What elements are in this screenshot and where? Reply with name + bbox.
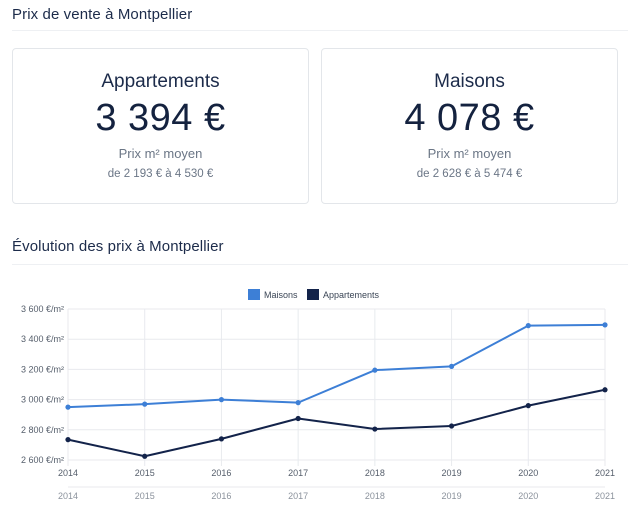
data-point xyxy=(218,436,225,442)
card-houses: Maisons 4 078 € Prix m² moyen de 2 628 €… xyxy=(321,48,618,204)
y-tick-label: 3 600 €/m² xyxy=(21,304,64,314)
card-range: de 2 628 € à 5 474 € xyxy=(416,168,523,180)
data-point xyxy=(218,397,225,403)
y-tick-label: 3 400 €/m² xyxy=(21,334,64,344)
divider xyxy=(12,30,628,31)
y-tick-label: 3 200 €/m² xyxy=(21,364,64,374)
card-price: 4 078 € xyxy=(404,97,535,139)
x-tick-label-secondary: 2018 xyxy=(365,491,385,501)
sale-prices-title: Prix de vente à Montpellier xyxy=(12,6,193,23)
x-tick-label-secondary: 2017 xyxy=(288,491,308,501)
data-point xyxy=(142,401,148,407)
x-tick-label: 2015 xyxy=(135,468,155,478)
data-point xyxy=(295,400,301,406)
x-tick-label: 2016 xyxy=(211,468,231,478)
series-line xyxy=(67,388,606,458)
x-tick-label: 2017 xyxy=(288,468,308,478)
x-tick-label-secondary: 2020 xyxy=(518,491,538,501)
x-tick-label-secondary: 2014 xyxy=(58,491,78,501)
data-point xyxy=(602,322,608,328)
x-tick-label: 2014 xyxy=(58,468,78,478)
y-tick-label: 2 600 €/m² xyxy=(21,455,64,465)
data-point xyxy=(448,423,455,429)
card-subtitle: Prix m² moyen xyxy=(118,146,203,161)
legend-swatch xyxy=(307,289,319,300)
evolution-title: Évolution des prix à Montpellier xyxy=(12,238,224,255)
card-range: de 2 193 € à 4 530 € xyxy=(107,168,214,180)
card-label: Maisons xyxy=(434,71,505,92)
legend-label: Appartements xyxy=(323,290,380,300)
card-price: 3 394 € xyxy=(95,97,226,139)
data-point xyxy=(142,453,148,459)
divider xyxy=(12,264,628,265)
data-point xyxy=(602,387,608,393)
x-tick-label-secondary: 2015 xyxy=(135,491,155,501)
x-tick-label-secondary: 2016 xyxy=(211,491,231,501)
data-point xyxy=(372,367,378,373)
data-point xyxy=(372,426,378,432)
x-tick-label: 2021 xyxy=(595,468,615,478)
y-tick-label: 2 800 €/m² xyxy=(21,425,64,435)
card-label: Appartements xyxy=(101,71,220,92)
x-tick-label: 2020 xyxy=(518,468,538,478)
price-evolution-chart: 2 600 €/m² 2 800 €/m² 3 000 €/m² 3 200 €/m²… xyxy=(21,289,615,501)
data-point xyxy=(525,403,531,409)
legend-label: Maisons xyxy=(264,290,298,300)
series-line xyxy=(67,323,606,409)
legend-swatch xyxy=(248,289,260,300)
data-point xyxy=(65,404,71,410)
data-point xyxy=(295,415,301,422)
data-point xyxy=(448,363,455,369)
card-subtitle: Prix m² moyen xyxy=(427,146,512,161)
card-apartments: Appartements 3 394 € Prix m² moyen de 2 … xyxy=(12,48,309,204)
y-tick-label: 3 000 €/m² xyxy=(21,395,64,405)
x-tick-label-secondary: 2021 xyxy=(595,491,615,501)
data-point xyxy=(65,437,71,443)
x-tick-label-secondary: 2019 xyxy=(442,491,462,501)
x-tick-label: 2019 xyxy=(442,468,462,478)
x-tick-label: 2018 xyxy=(365,468,385,478)
data-point xyxy=(525,323,531,329)
